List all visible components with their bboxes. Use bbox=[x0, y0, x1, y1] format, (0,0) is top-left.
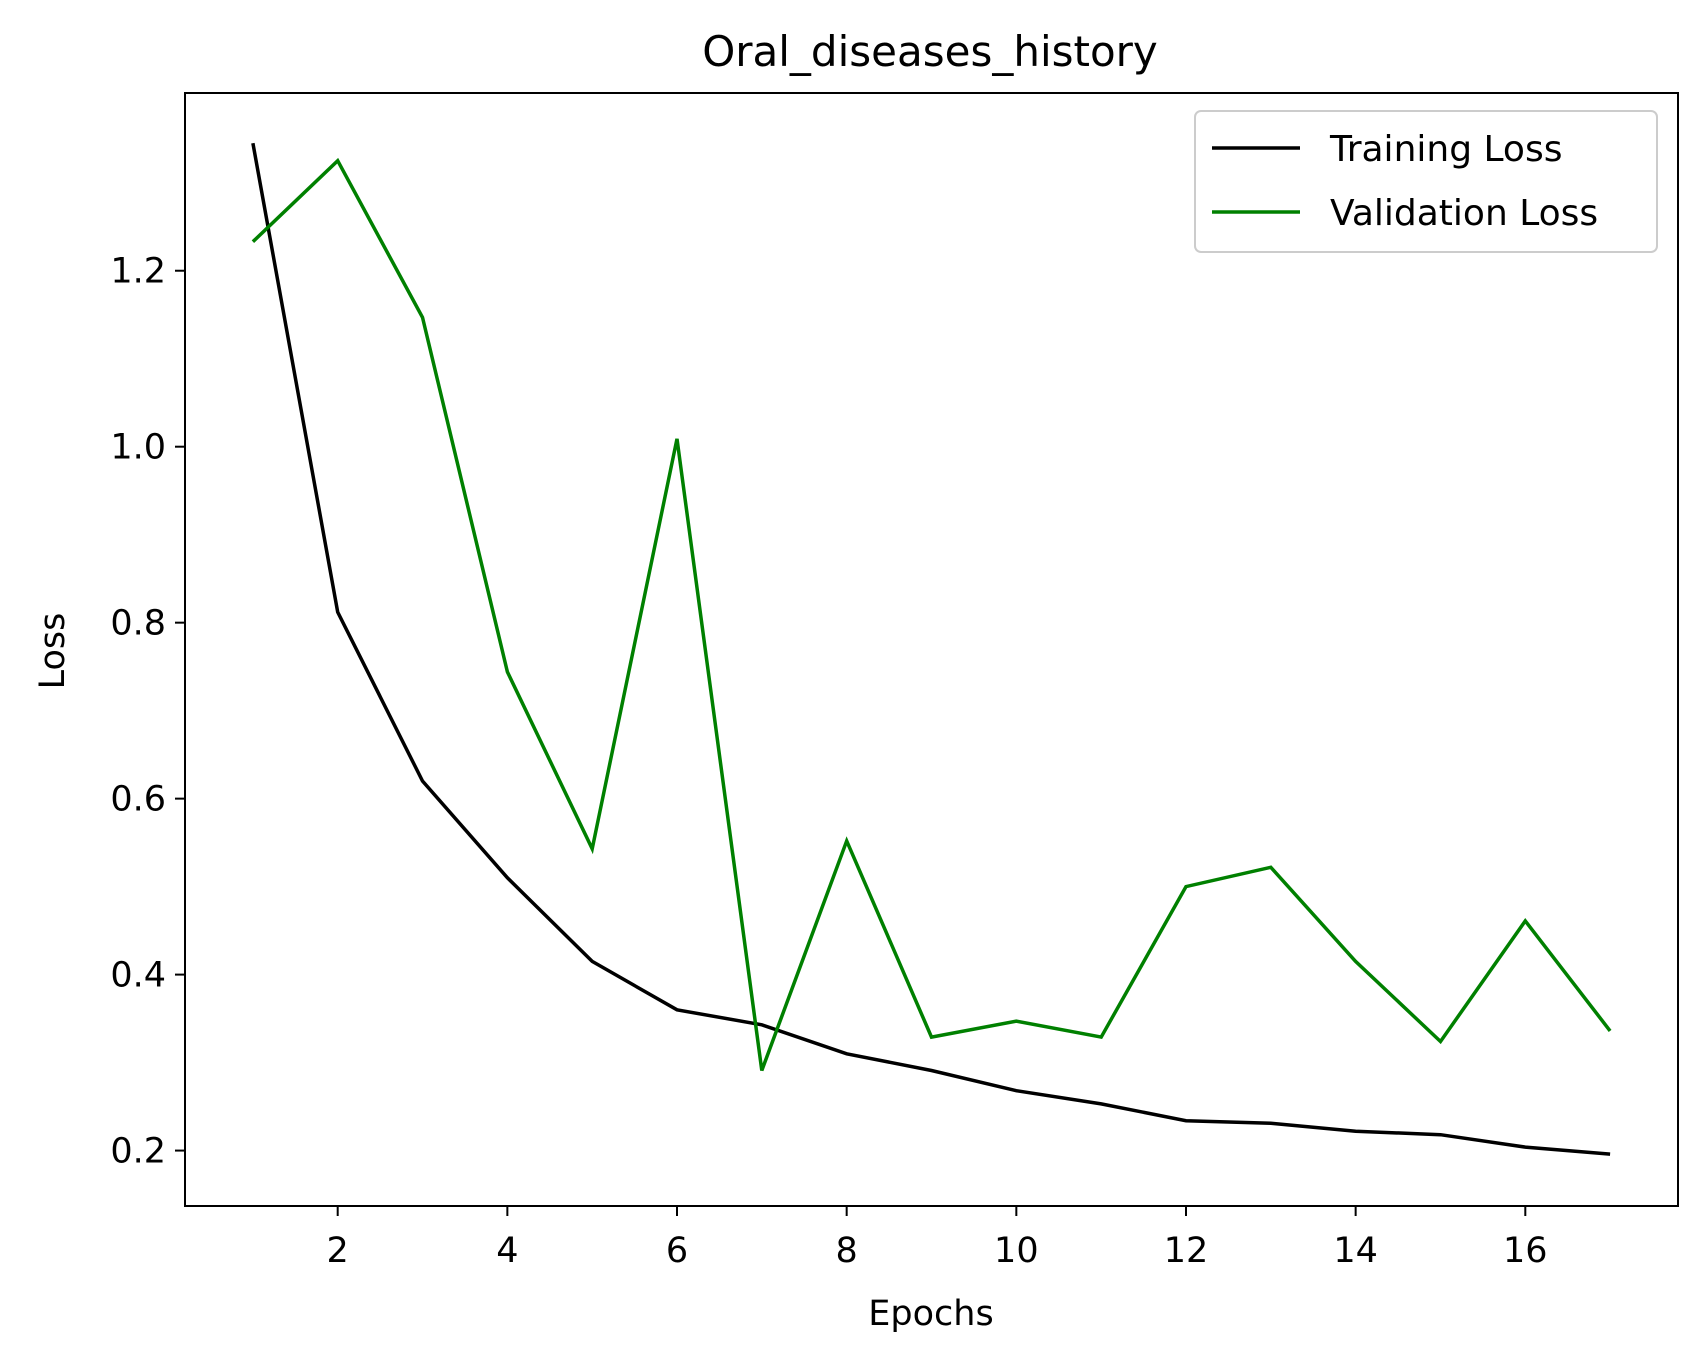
axes-frame bbox=[184, 92, 1679, 1207]
x-tick-label: 12 bbox=[1164, 1231, 1209, 1271]
x-tick-label: 10 bbox=[994, 1231, 1039, 1271]
x-tick-label: 2 bbox=[327, 1231, 349, 1271]
series-line-validation-loss bbox=[251, 157, 1612, 1072]
legend-box bbox=[1194, 110, 1658, 253]
y-tick-label: 0.2 bbox=[110, 1132, 166, 1172]
x-tick-label: 16 bbox=[1503, 1231, 1548, 1271]
y-axis-label: Loss bbox=[33, 613, 73, 690]
series-layer bbox=[251, 142, 1612, 1156]
x-tick-label: 4 bbox=[496, 1231, 518, 1271]
y-tick-label: 0.8 bbox=[110, 604, 166, 644]
legend-label-training-loss: Training Loss bbox=[1329, 129, 1562, 170]
plot-area: 2 4 6 8 10 12 14 16 0.2 0.4 0.6 0.8 1.0 1.2 bbox=[110, 92, 1679, 1271]
x-tick-label: 14 bbox=[1333, 1231, 1378, 1271]
x-axis-label: Epochs bbox=[868, 1294, 993, 1334]
x-axis-ticks: 2 4 6 8 10 12 14 16 bbox=[327, 1206, 1548, 1271]
x-tick-label: 8 bbox=[836, 1231, 858, 1271]
legend: Training Loss Validation Loss bbox=[1194, 110, 1658, 253]
y-axis-ticks: 0.2 0.4 0.6 0.8 1.0 1.2 bbox=[110, 252, 185, 1172]
chart-title: Oral_diseases_history bbox=[702, 27, 1158, 76]
x-tick-label: 6 bbox=[666, 1231, 688, 1271]
y-tick-label: 1.2 bbox=[110, 252, 166, 292]
y-tick-label: 1.0 bbox=[110, 428, 166, 468]
series-line-training-loss bbox=[251, 142, 1611, 1156]
legend-label-validation-loss: Validation Loss bbox=[1330, 193, 1598, 234]
y-tick-label: 0.6 bbox=[110, 780, 166, 820]
y-tick-label: 0.4 bbox=[110, 956, 166, 996]
axes-background bbox=[185, 93, 1678, 1206]
